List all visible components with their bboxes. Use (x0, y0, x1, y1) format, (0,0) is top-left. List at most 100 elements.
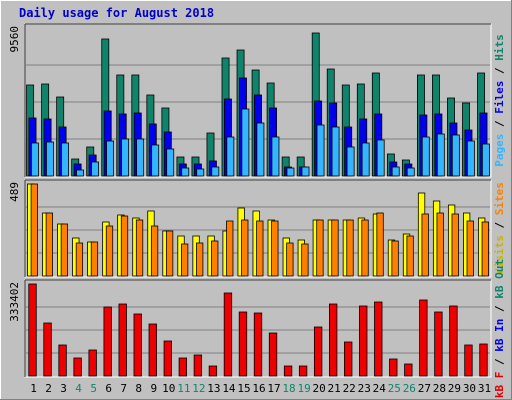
bar-kb-f-day-2 (43, 322, 52, 377)
bar-pages-day-18 (286, 167, 295, 177)
bar-sites-day-27 (421, 213, 429, 277)
x-tick-label-20: 20 (313, 382, 326, 395)
bar-pages-day-9 (151, 144, 160, 177)
x-tick-label-28: 28 (433, 382, 446, 395)
bar-sites-day-12 (196, 242, 204, 277)
bar-sites-day-1 (30, 183, 38, 277)
series-sites (30, 183, 489, 277)
bar-kb-f-day-1 (28, 283, 37, 377)
bar-pages-day-31 (481, 143, 490, 177)
bar-kb-f-day-9 (148, 323, 157, 377)
bar-kb-f-day-25 (389, 358, 398, 377)
x-tick-label-24: 24 (373, 382, 387, 395)
bar-pages-day-3 (61, 142, 69, 177)
x-tick-label-2: 2 (45, 382, 52, 395)
bar-pages-day-5 (91, 161, 99, 177)
bar-sites-day-19 (301, 243, 309, 277)
bar-pages-day-15 (241, 108, 250, 177)
x-tick-label-21: 21 (328, 382, 341, 395)
bar-pages-day-30 (466, 140, 475, 177)
bar-pages-day-25 (391, 166, 400, 177)
bar-pages-day-1 (30, 142, 39, 177)
bar-pages-day-22 (346, 146, 355, 177)
bar-pages-day-6 (106, 140, 115, 177)
bar-sites-day-7 (120, 215, 129, 277)
x-tick-label-6: 6 (105, 382, 112, 395)
bar-kb-f-day-22 (344, 341, 353, 377)
bar-pages-day-10 (166, 148, 175, 177)
panel-kbytes-legend-part: kB In (493, 319, 506, 352)
x-tick-label-8: 8 (135, 382, 142, 395)
panel-kbytes: 333402 kB F / kB In / kB Out (8, 259, 506, 398)
bar-kb-f-day-28 (434, 311, 443, 377)
series-kb-f (28, 283, 488, 377)
bar-kb-f-day-7 (118, 303, 127, 377)
bar-sites-day-11 (181, 243, 189, 277)
bar-sites-day-6 (105, 225, 114, 277)
bar-pages-day-26 (406, 167, 415, 177)
bar-pages-day-8 (136, 138, 145, 177)
bar-pages-day-20 (316, 124, 325, 177)
bar-sites-day-28 (436, 212, 444, 277)
bar-kb-f-day-12 (193, 354, 203, 377)
x-tick-label-11: 11 (177, 382, 190, 395)
x-tick-label-9: 9 (150, 382, 157, 395)
x-tick-label-13: 13 (207, 382, 220, 395)
bar-kb-f-day-18 (283, 365, 293, 377)
bar-kb-f-day-31 (479, 343, 488, 377)
x-tick-label-12: 12 (192, 382, 205, 395)
bar-sites-day-25 (391, 240, 399, 277)
bar-kb-f-day-6 (103, 306, 112, 377)
bar-kb-f-day-16 (253, 312, 263, 377)
x-tick-label-31: 31 (478, 382, 491, 395)
bar-kb-f-day-10 (163, 340, 172, 377)
bar-sites-day-3 (60, 223, 69, 277)
bar-sites-day-31 (481, 221, 489, 277)
bar-sites-day-8 (135, 219, 144, 277)
bar-pages-day-24 (376, 139, 385, 177)
bar-kb-f-day-30 (464, 344, 473, 377)
panel-visits-legend-part: Visits (493, 235, 506, 275)
bar-kb-f-day-29 (449, 305, 458, 377)
x-tick-label-17: 17 (267, 382, 280, 395)
panel-hits-legend-part: / (493, 114, 506, 134)
bar-sites-day-4 (75, 242, 84, 277)
x-tick-label-29: 29 (448, 382, 461, 395)
panel-hits-legend-part: / (493, 61, 506, 81)
panel-kbytes-legend: kB F / kB In / kB Out (493, 259, 506, 398)
bar-sites-day-2 (45, 212, 53, 277)
x-tick-label-10: 10 (162, 382, 175, 395)
bar-pages-day-21 (331, 126, 340, 177)
x-tick-label-19: 19 (297, 382, 310, 395)
panel-visits-legend: Visits / Sites (493, 182, 506, 275)
panel-kbytes-legend-part: / (493, 352, 506, 372)
bar-sites-day-22 (346, 219, 354, 277)
bar-kb-f-day-26 (404, 363, 413, 377)
bar-kb-f-day-3 (58, 344, 67, 377)
bar-sites-day-23 (361, 219, 369, 277)
x-tick-label-22: 22 (343, 382, 356, 395)
panel-hits-legend-part: Files (493, 81, 506, 114)
bar-sites-day-10 (165, 230, 174, 277)
x-tick-label-26: 26 (403, 382, 416, 395)
bar-pages-day-16 (256, 122, 265, 177)
bar-kb-f-day-27 (419, 299, 428, 377)
x-tick-label-23: 23 (358, 382, 371, 395)
panel-visits-max-label: 489 (8, 182, 21, 202)
bar-sites-day-9 (150, 225, 159, 277)
bar-kb-f-day-14 (223, 292, 233, 377)
bar-sites-day-13 (211, 240, 219, 277)
bar-kb-f-day-24 (374, 301, 383, 377)
x-tick-label-25: 25 (388, 382, 401, 395)
bar-kb-f-day-13 (208, 365, 218, 377)
bar-pages-day-19 (301, 166, 310, 177)
bar-sites-day-29 (451, 213, 459, 277)
bar-pages-day-23 (361, 142, 370, 177)
bar-kb-f-day-4 (73, 357, 82, 377)
bar-pages-day-12 (196, 168, 205, 177)
panel-visits: 489 Visits / Sites (8, 179, 506, 278)
bar-sites-day-26 (406, 235, 414, 277)
bar-kb-f-day-23 (359, 305, 368, 377)
bar-sites-day-24 (376, 212, 384, 277)
